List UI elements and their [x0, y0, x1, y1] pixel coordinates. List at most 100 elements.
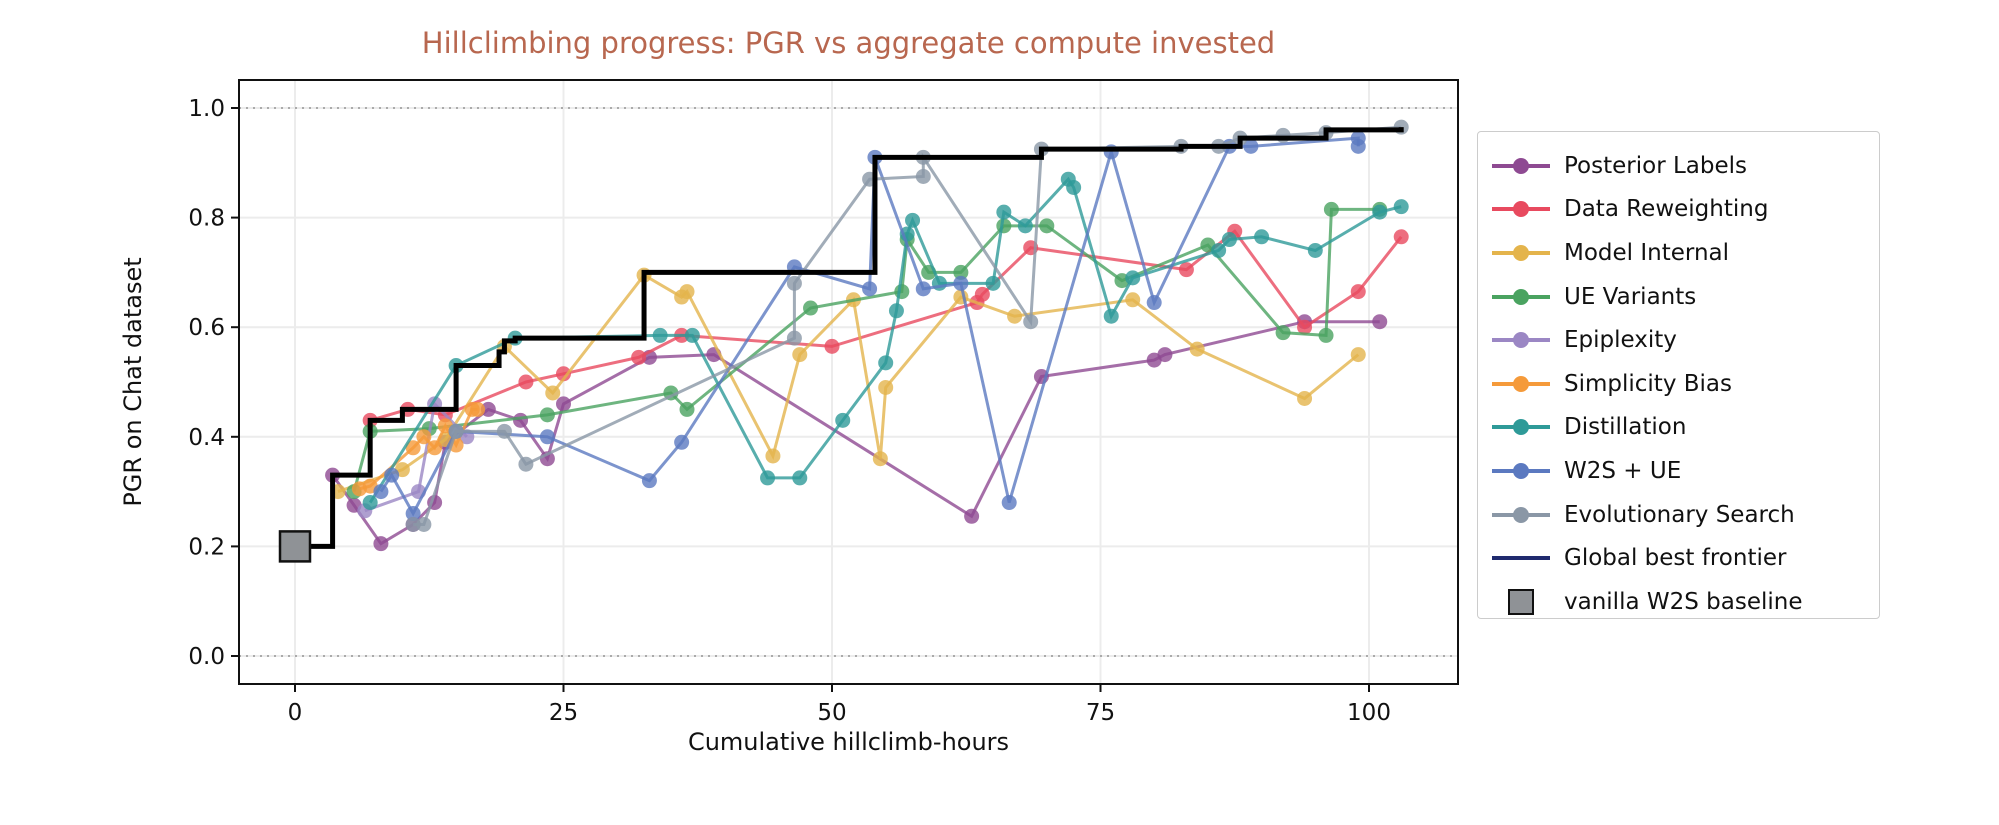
data-point	[1066, 179, 1082, 195]
legend-label: Posterior Labels	[1564, 152, 1747, 179]
series-line-2	[337, 273, 1360, 494]
legend-swatch	[1492, 587, 1550, 617]
data-point	[878, 355, 894, 371]
data-point	[894, 284, 910, 300]
data-point	[373, 484, 389, 500]
data-point	[539, 407, 555, 423]
axes-frame	[238, 79, 1459, 685]
y-tick-label: 0.6	[188, 315, 225, 341]
data-point	[803, 300, 819, 316]
data-point	[1275, 325, 1291, 341]
data-point	[362, 495, 378, 511]
data-point	[496, 423, 512, 439]
data-point	[964, 508, 980, 524]
data-point	[1350, 347, 1366, 363]
data-point	[652, 327, 668, 343]
data-point	[1157, 347, 1173, 363]
data-point	[545, 385, 561, 401]
data-point	[1211, 242, 1227, 258]
x-tick-label: 25	[549, 700, 578, 726]
data-point	[974, 286, 990, 302]
legend-item: UE Variants	[1492, 275, 1879, 319]
data-point	[786, 330, 802, 346]
y-tick-label: 0.0	[188, 644, 225, 670]
legend-item: Evolutionary Search	[1492, 493, 1879, 537]
data-point	[427, 440, 443, 456]
data-point	[1189, 341, 1205, 357]
legend-label: Global best frontier	[1564, 545, 1787, 572]
data-point	[760, 470, 776, 486]
y-axis-label: PGR on Chat dataset	[119, 257, 147, 507]
legend-label: Evolutionary Search	[1564, 501, 1795, 528]
data-point	[480, 401, 496, 417]
data-point	[684, 327, 700, 343]
legend-item: Simplicity Bias	[1492, 362, 1879, 406]
data-point	[1007, 308, 1023, 324]
x-tick-label: 100	[1347, 700, 1391, 726]
legend-item: W2S + UE	[1492, 449, 1879, 493]
legend-label: Distillation	[1564, 414, 1687, 441]
data-point	[953, 264, 969, 280]
data-point	[556, 396, 571, 412]
data-point	[384, 467, 400, 483]
y-tick-label: 0.2	[188, 534, 225, 560]
data-point	[470, 401, 486, 417]
data-point	[1393, 199, 1409, 215]
data-point	[373, 536, 389, 552]
baseline-marker	[278, 530, 312, 563]
data-point	[792, 347, 808, 363]
y-tick-label: 1.0	[188, 96, 225, 122]
data-point	[953, 275, 969, 291]
legend-swatch	[1492, 369, 1550, 399]
legend-item: Data Reweighting	[1492, 188, 1879, 232]
data-point	[1372, 314, 1388, 330]
data-point	[905, 212, 921, 228]
data-point	[996, 204, 1012, 220]
x-tick-label: 50	[817, 700, 846, 726]
data-point	[1318, 327, 1334, 343]
x-tick-label: 75	[1086, 700, 1115, 726]
legend-swatch	[1492, 325, 1550, 355]
legend-label: Simplicity Bias	[1564, 370, 1732, 397]
data-point	[1323, 201, 1339, 217]
y-tick-label: 0.8	[188, 206, 225, 232]
data-point	[1254, 229, 1270, 245]
data-point	[862, 281, 878, 297]
data-point	[1350, 284, 1366, 300]
data-point	[786, 275, 802, 291]
data-point	[792, 470, 808, 486]
data-point	[1372, 204, 1388, 220]
data-point	[641, 473, 657, 489]
data-point	[416, 516, 432, 532]
data-point	[878, 379, 894, 395]
data-point	[518, 374, 534, 390]
data-point	[824, 338, 840, 354]
legend-label: W2S + UE	[1564, 457, 1682, 484]
y-tick-label: 0.4	[188, 425, 225, 451]
data-point	[1297, 390, 1313, 406]
data-point	[513, 412, 529, 428]
data-point	[765, 448, 781, 464]
series-line-8	[413, 125, 1402, 526]
legend-swatch	[1492, 282, 1550, 312]
data-point	[674, 434, 690, 450]
data-point	[416, 429, 432, 445]
legend-item-baseline: vanilla W2S baseline	[1492, 580, 1879, 624]
data-point	[1001, 495, 1017, 511]
data-point	[539, 429, 555, 445]
data-point	[835, 412, 851, 428]
data-point	[1350, 138, 1366, 154]
data-point	[1125, 292, 1141, 308]
data-point	[1243, 138, 1259, 154]
legend-label: vanilla W2S baseline	[1564, 588, 1803, 615]
data-point	[405, 440, 421, 456]
data-point	[1017, 218, 1033, 234]
data-point	[1393, 229, 1409, 245]
legend-swatch	[1492, 500, 1550, 530]
data-point	[405, 516, 421, 532]
data-point	[915, 281, 931, 297]
legend-item: Model Internal	[1492, 231, 1879, 275]
legend-swatch	[1492, 456, 1550, 486]
legend-item: Epiplexity	[1492, 318, 1879, 362]
